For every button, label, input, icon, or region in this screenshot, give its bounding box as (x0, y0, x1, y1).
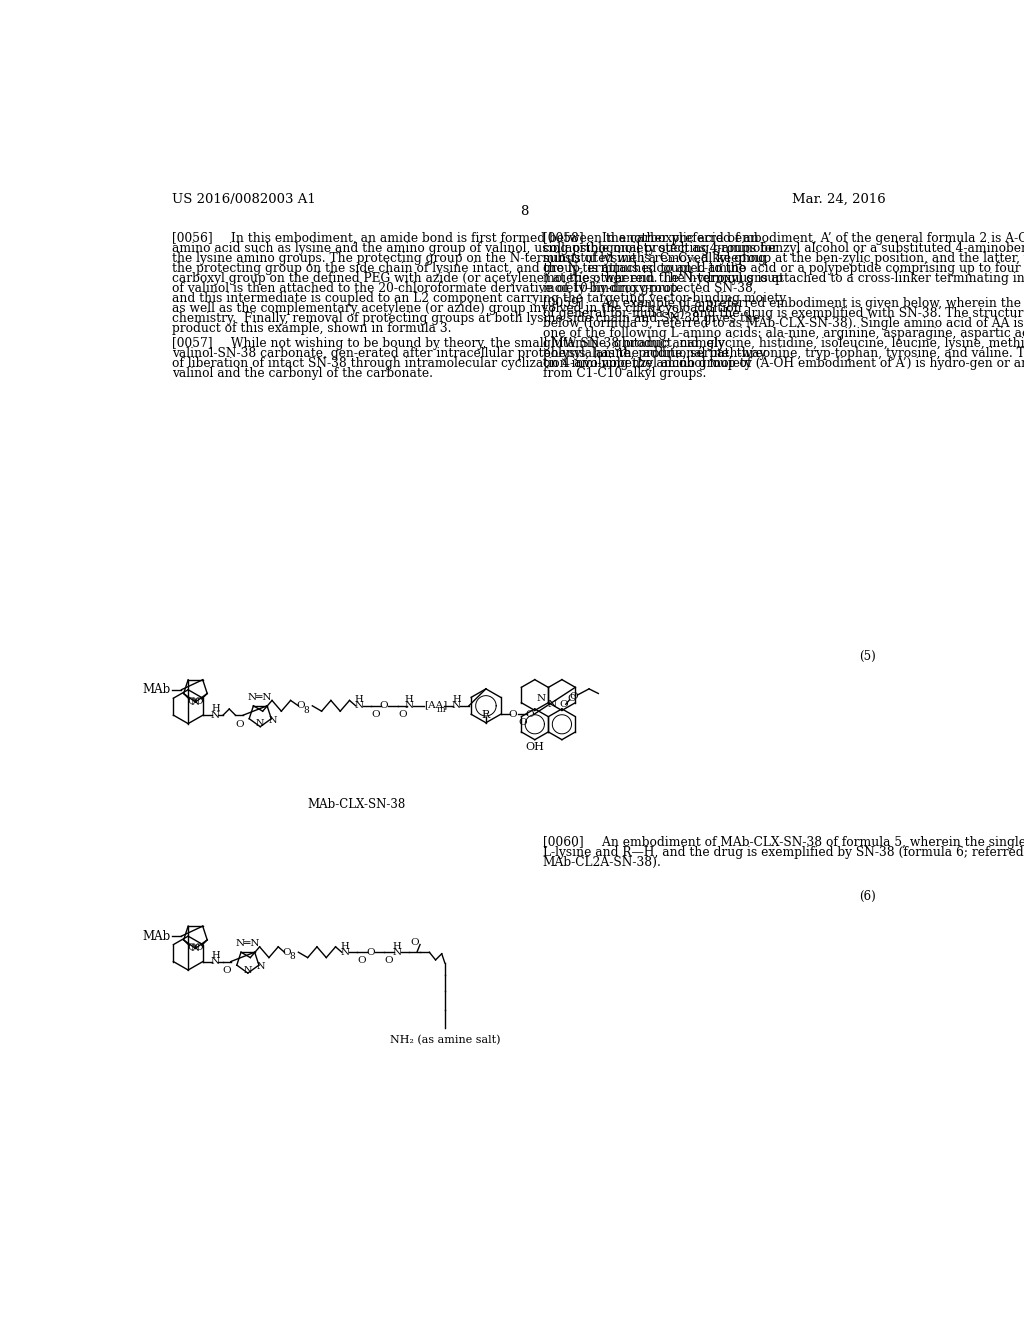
Text: [0056]   In this embodiment, an amide bond is first formed between the carboxyli: [0056] In this embodiment, an amide bond… (172, 231, 759, 244)
Text: O: O (283, 948, 291, 957)
Text: H: H (392, 941, 401, 950)
Text: R: R (482, 710, 490, 719)
Text: the protecting group on the side chain of lysine intact, and the N-terminus is c: the protecting group on the side chain o… (172, 261, 746, 275)
Text: as well as the complementary acetylene (or azide) group involved in the click cy: as well as the complementary acetylene (… (172, 302, 741, 314)
Text: chemistry.  Finally, removal of protecting groups at both lysine side chain and : chemistry. Finally, removal of protectin… (172, 312, 760, 325)
Text: H: H (211, 950, 219, 960)
Text: MAb: MAb (142, 929, 171, 942)
Text: N: N (211, 957, 220, 966)
Text: O: O (569, 692, 579, 701)
Text: N: N (268, 715, 278, 725)
Text: N: N (392, 948, 401, 957)
Text: substituted with a C₁-C₁₀ alkyl group at the ben-zylic position, and the latter,: substituted with a C₁-C₁₀ alkyl group at… (543, 252, 1024, 264)
Text: and this intermediate is coupled to an L2 component carrying the targeting vecto: and this intermediate is coupled to an L… (172, 292, 786, 305)
Text: N: N (256, 719, 264, 729)
Text: N: N (354, 701, 364, 710)
Text: MAb-CLX-SN-38: MAb-CLX-SN-38 (307, 797, 406, 810)
Text: N: N (452, 701, 461, 710)
Text: N═N: N═N (236, 940, 260, 948)
Text: O: O (518, 718, 526, 727)
Text: N: N (256, 962, 265, 972)
Text: moiety-binding group.: moiety-binding group. (543, 281, 681, 294)
Text: NH₂ (as amine salt): NH₂ (as amine salt) (389, 1035, 500, 1045)
Text: O: O (195, 697, 203, 706)
Text: on 4-ami-nobenzyl alcohol moiety (A-OH embodiment of A’) is hydro-gen or an alky: on 4-ami-nobenzyl alcohol moiety (A-OH e… (543, 358, 1024, 370)
Text: amino acid such as lysine and the amino group of valinol, using orthogonal prote: amino acid such as lysine and the amino … (172, 242, 778, 255)
Text: O: O (379, 701, 388, 710)
Text: Mar. 24, 2016: Mar. 24, 2016 (793, 193, 886, 206)
Text: below (formula 5, referred to as MAb-CLX-SN-38). Single amino acid of AA is sele: below (formula 5, referred to as MAb-CLX… (543, 317, 1024, 330)
Text: one of the following L-amino acids: ala-nine, arginine, asparagine, aspartic aci: one of the following L-amino acids: ala-… (543, 327, 1024, 341)
Text: carboxyl group on the defined PEG with azide (or acetylene) at the other end. Th: carboxyl group on the defined PEG with a… (172, 272, 783, 285)
Text: N: N (340, 948, 349, 957)
Text: 8: 8 (303, 706, 309, 715)
Text: m: m (436, 705, 445, 714)
Text: O: O (195, 942, 203, 952)
Text: O: O (222, 965, 231, 974)
Text: N: N (548, 700, 557, 709)
Text: O: O (357, 956, 367, 965)
Text: O: O (372, 710, 380, 719)
Text: (6): (6) (859, 890, 876, 903)
Text: O: O (567, 694, 575, 704)
Text: product of this example, shown in formula 3.: product of this example, shown in formul… (172, 322, 452, 335)
Text: MAb-CL2A-SN-38).: MAb-CL2A-SN-38). (543, 855, 662, 869)
Text: [0058]   In another preferred embodiment, A’ of the general formula 2 is A-OH, w: [0058] In another preferred embodiment, … (543, 231, 1024, 244)
Text: phenylalanine, proline, serine, threonine, tryp-tophan, tyrosine, and valine. Th: phenylalanine, proline, serine, threonin… (543, 347, 1024, 360)
Text: [0059]   An example of a preferred embodiment is given below, wherein the A-OH e: [0059] An example of a preferred embodim… (543, 297, 1024, 310)
Text: [0060]   An embodiment of MAb-CLX-SN-38 of formula 5, wherein the single amino a: [0060] An embodiment of MAb-CLX-SN-38 of… (543, 836, 1024, 849)
Text: N: N (211, 710, 220, 719)
Text: N: N (190, 944, 200, 953)
Text: MAb: MAb (142, 684, 171, 696)
Text: O: O (367, 948, 375, 957)
Text: N═N: N═N (248, 693, 272, 702)
Text: H: H (404, 696, 414, 704)
Text: O: O (559, 700, 567, 709)
Text: moieties; wherein the N-terminus is attached to a cross-linker terminating in th: moieties; wherein the N-terminus is atta… (543, 272, 1024, 285)
Text: (5): (5) (859, 649, 876, 663)
Text: H: H (354, 696, 364, 704)
Text: of liberation of intact SN-38 through intramolecular cyclization involving the a: of liberation of intact SN-38 through in… (172, 358, 752, 370)
Text: O: O (187, 942, 197, 952)
Text: O: O (398, 710, 407, 719)
Text: O: O (187, 697, 197, 706)
Text: of general for-mula (2), and the drug is exemplified with SN-38. The structure i: of general for-mula (2), and the drug is… (543, 308, 1024, 319)
Text: 8: 8 (520, 205, 529, 218)
Text: 8: 8 (290, 952, 295, 961)
Text: O: O (411, 939, 419, 948)
Text: O: O (236, 719, 244, 729)
Text: H: H (453, 696, 461, 704)
Text: OH: OH (525, 742, 544, 752)
Text: H: H (341, 941, 349, 950)
Text: of valinol is then attached to the 20-chloroformate derivative of 10-hy-droxy-pr: of valinol is then attached to the 20-ch… (172, 281, 757, 294)
Text: O: O (525, 710, 534, 719)
Text: O: O (508, 710, 517, 719)
Text: the lysine amino groups. The protecting group on the N-terminus of lysine is rem: the lysine amino groups. The protecting … (172, 252, 766, 264)
Text: from C1-C10 alkyl groups.: from C1-C10 alkyl groups. (543, 367, 706, 380)
Text: collapsible moiety such as 4-aminobenzyl alcohol or a substituted 4-aminoben-zyl: collapsible moiety such as 4-aminobenzyl… (543, 242, 1024, 255)
Text: valinol and the carbonyl of the carbonate.: valinol and the carbonyl of the carbonat… (172, 367, 433, 380)
Text: N: N (404, 701, 414, 710)
Text: O: O (385, 956, 393, 965)
Text: H: H (211, 705, 219, 714)
Text: O: O (296, 701, 305, 710)
Text: L-lysine and R—H, and the drug is exemplified by SN-38 (formula 6; referred to a: L-lysine and R—H, and the drug is exempl… (543, 846, 1024, 859)
Text: group, is attached to an L-amino acid or a polypeptide comprising up to four L-a: group, is attached to an L-amino acid or… (543, 261, 1024, 275)
Text: N: N (537, 694, 546, 704)
Text: [0057]   While not wishing to be bound by theory, the small MW SN-38 product, na: [0057] While not wishing to be bound by … (172, 337, 725, 350)
Text: glutamine, glutamic acid, glycine, histidine, isoleucine, leucine, lysine, methi: glutamine, glutamic acid, glycine, histi… (543, 337, 1024, 350)
Text: US 2016/0082003 A1: US 2016/0082003 A1 (172, 193, 316, 206)
Text: N: N (244, 965, 252, 974)
Text: valinol-SN-38 carbonate, gen-erated after intracellular proteolysis, has the add: valinol-SN-38 carbonate, gen-erated afte… (172, 347, 767, 360)
Text: [AA]: [AA] (424, 701, 447, 710)
Text: N: N (190, 697, 200, 706)
